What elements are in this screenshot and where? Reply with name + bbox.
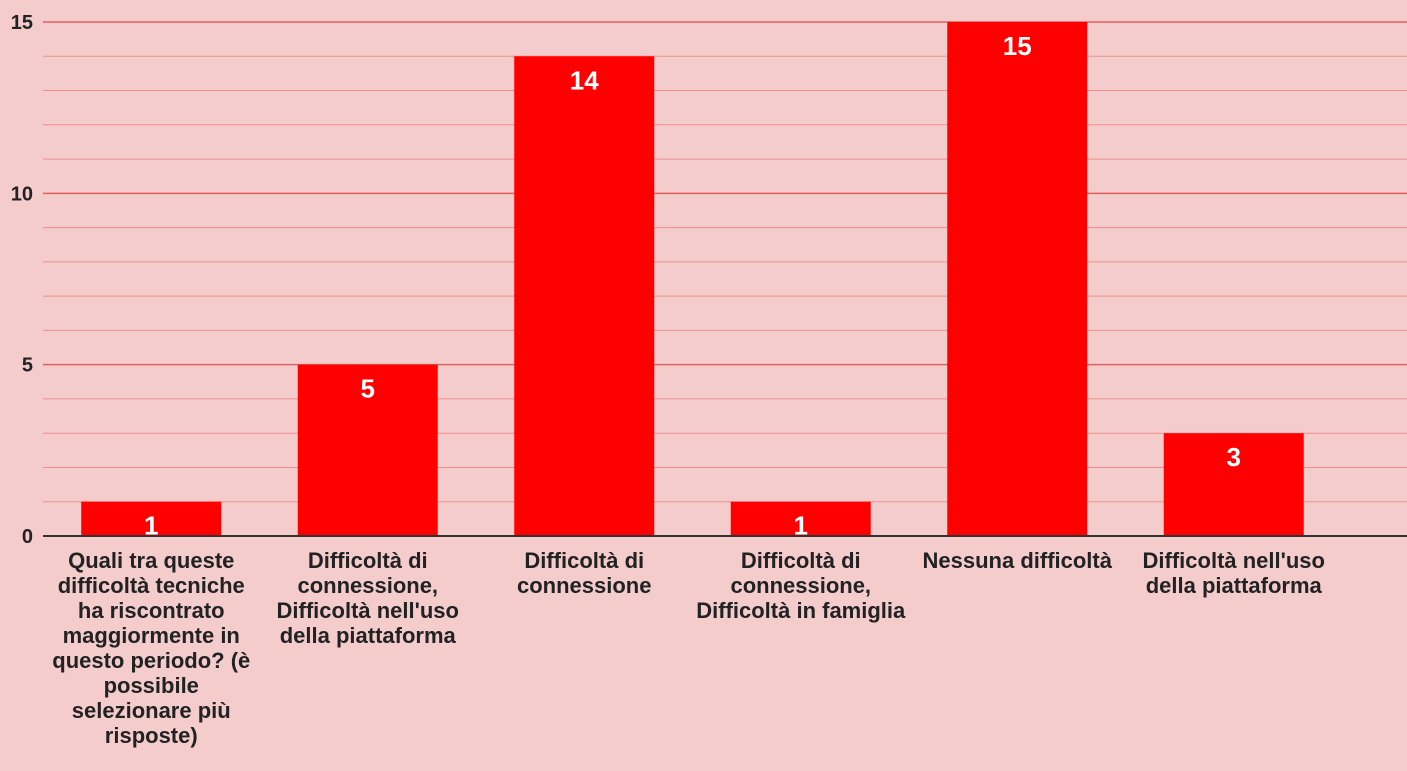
y-tick-label: 5 xyxy=(22,355,33,377)
data-label: 1 xyxy=(794,511,808,541)
data-label: 14 xyxy=(570,65,599,95)
data-label: 3 xyxy=(1227,442,1241,472)
x-tick-label: Difficoltà nell'uso della piattaforma xyxy=(1142,548,1325,598)
bar xyxy=(81,501,222,536)
x-tick-label: Difficoltà di connessione, Difficoltà in… xyxy=(696,548,906,623)
y-tick-label: 15 xyxy=(11,12,33,34)
bar xyxy=(730,501,871,536)
x-tick-label: Difficoltà di connessione xyxy=(517,548,652,598)
x-tick-label: Difficoltà di connessione, Difficoltà ne… xyxy=(276,548,459,648)
x-tick-label: Nessuna difficoltà xyxy=(922,548,1112,573)
bar xyxy=(947,22,1088,536)
bar xyxy=(514,56,655,537)
data-label: 5 xyxy=(361,374,375,404)
y-tick-label: 0 xyxy=(22,526,33,548)
x-tick-label: Quali tra queste difficoltà tecniche ha … xyxy=(52,548,251,748)
bar xyxy=(297,364,438,536)
data-label: 1 xyxy=(144,511,158,541)
data-label: 15 xyxy=(1003,31,1032,61)
bar xyxy=(1163,433,1304,536)
y-tick-label: 10 xyxy=(11,183,33,205)
